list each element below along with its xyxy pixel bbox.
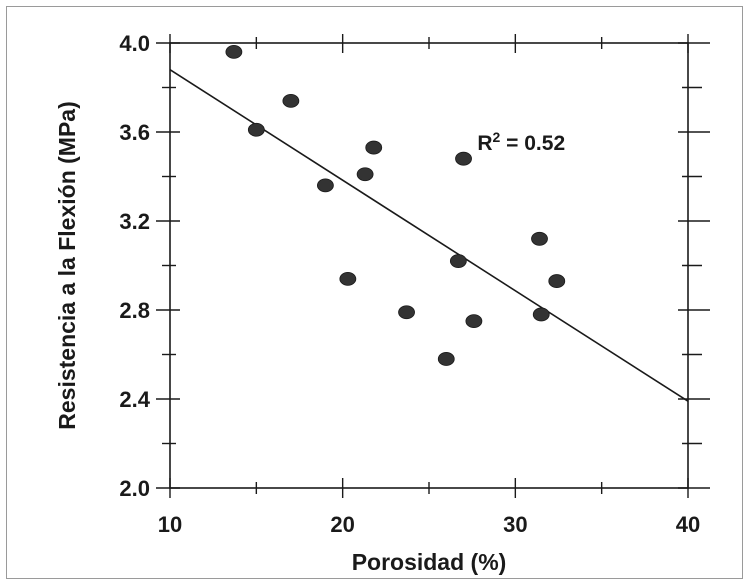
data-point: [532, 307, 550, 322]
y-tick-label: 3.2: [119, 209, 150, 234]
plot-area: [169, 42, 689, 489]
tick-labels: 10 20 30 40 2.0 2.4 2.8 3.2 3.6 4.0: [119, 31, 700, 537]
data-point: [225, 45, 243, 59]
data-point: [465, 314, 483, 329]
y-tick-label: 2.4: [119, 387, 150, 412]
y-tick-label: 2.0: [119, 476, 150, 501]
x-axis-label: Porosidad (%): [352, 549, 507, 575]
y-tick-label: 3.6: [119, 120, 150, 145]
data-points: [225, 45, 566, 366]
data-point: [437, 352, 455, 366]
r-squared-annotation: R2 = 0.52: [477, 129, 565, 155]
data-point: [356, 167, 374, 182]
r-squared-r: R: [477, 132, 492, 155]
x-tick-label: 40: [676, 512, 700, 537]
data-point: [398, 305, 415, 320]
x-tick-label: 30: [503, 512, 527, 537]
y-tick-label: 4.0: [119, 31, 150, 56]
r-squared-superscript: 2: [493, 129, 501, 145]
data-point: [455, 151, 472, 166]
figure-frame: [6, 6, 743, 579]
data-point: [247, 122, 265, 137]
data-point: [531, 231, 548, 246]
x-tick-label: 10: [158, 512, 182, 537]
data-point: [339, 271, 357, 286]
data-point: [449, 254, 467, 268]
data-point: [365, 140, 383, 155]
y-axis-label: Resistencia a la Flexión (MPa): [54, 101, 80, 430]
regression-line: [169, 69, 689, 402]
data-point: [316, 178, 334, 193]
x-tick-label: 20: [330, 512, 354, 537]
y-tick-label: 2.8: [119, 298, 150, 323]
data-point: [282, 93, 300, 108]
r-squared-value: = 0.52: [500, 132, 565, 155]
data-point: [548, 274, 566, 288]
axis-ticks: [156, 34, 710, 498]
